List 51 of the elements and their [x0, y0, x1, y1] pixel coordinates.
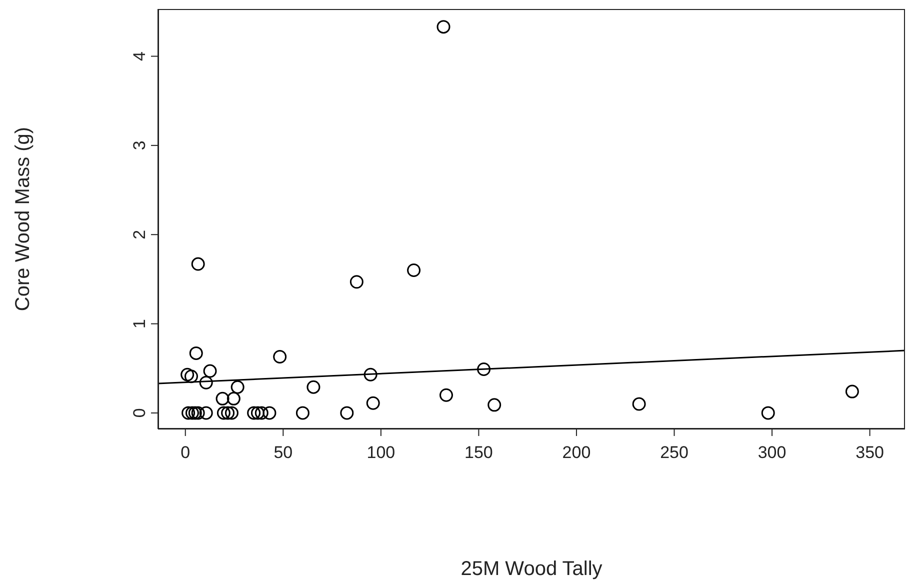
point [191, 406, 205, 420]
point [230, 380, 244, 394]
point [477, 362, 491, 376]
point [340, 406, 354, 420]
x-tick-label: 150 [464, 443, 493, 462]
point [306, 380, 320, 394]
x-tick-label: 50 [274, 443, 293, 462]
x-tick-label: 100 [366, 443, 396, 462]
y-axis-title: Core Wood Mass (g) [12, 126, 34, 312]
point [182, 406, 196, 420]
point [247, 406, 261, 420]
point [350, 275, 364, 289]
point [254, 406, 268, 420]
point [632, 397, 646, 411]
x-tick-label: 350 [856, 443, 884, 462]
point [296, 406, 310, 420]
point [199, 406, 213, 420]
point [189, 346, 203, 360]
y-tick-label: 4 [130, 52, 149, 61]
point [250, 406, 264, 420]
x-tick-label: 200 [562, 443, 591, 462]
point [224, 406, 238, 420]
y-tick-label: 3 [130, 140, 149, 150]
y-tick-label: 2 [130, 230, 149, 240]
point [216, 392, 230, 406]
point [366, 396, 380, 410]
point [180, 368, 194, 382]
point [262, 406, 276, 420]
point [407, 264, 421, 278]
point [226, 392, 240, 406]
y-tick-label: 0 [130, 408, 149, 418]
point [273, 350, 287, 364]
point [439, 388, 453, 402]
point [188, 406, 202, 420]
point [436, 20, 450, 34]
x-tick-label: 0 [180, 443, 190, 462]
x-tick-label: 300 [758, 443, 786, 462]
point [184, 370, 198, 384]
point [185, 406, 199, 420]
point [845, 384, 859, 398]
point [191, 257, 205, 271]
point [216, 406, 230, 420]
point [203, 364, 217, 378]
point [199, 376, 213, 390]
point [364, 368, 378, 382]
x-axis-title: 25M Wood Tally [460, 558, 602, 580]
x-tick-label: 250 [660, 443, 688, 462]
point [761, 406, 775, 420]
point [488, 398, 502, 412]
point [221, 406, 235, 420]
y-tick-label: 1 [130, 319, 149, 329]
